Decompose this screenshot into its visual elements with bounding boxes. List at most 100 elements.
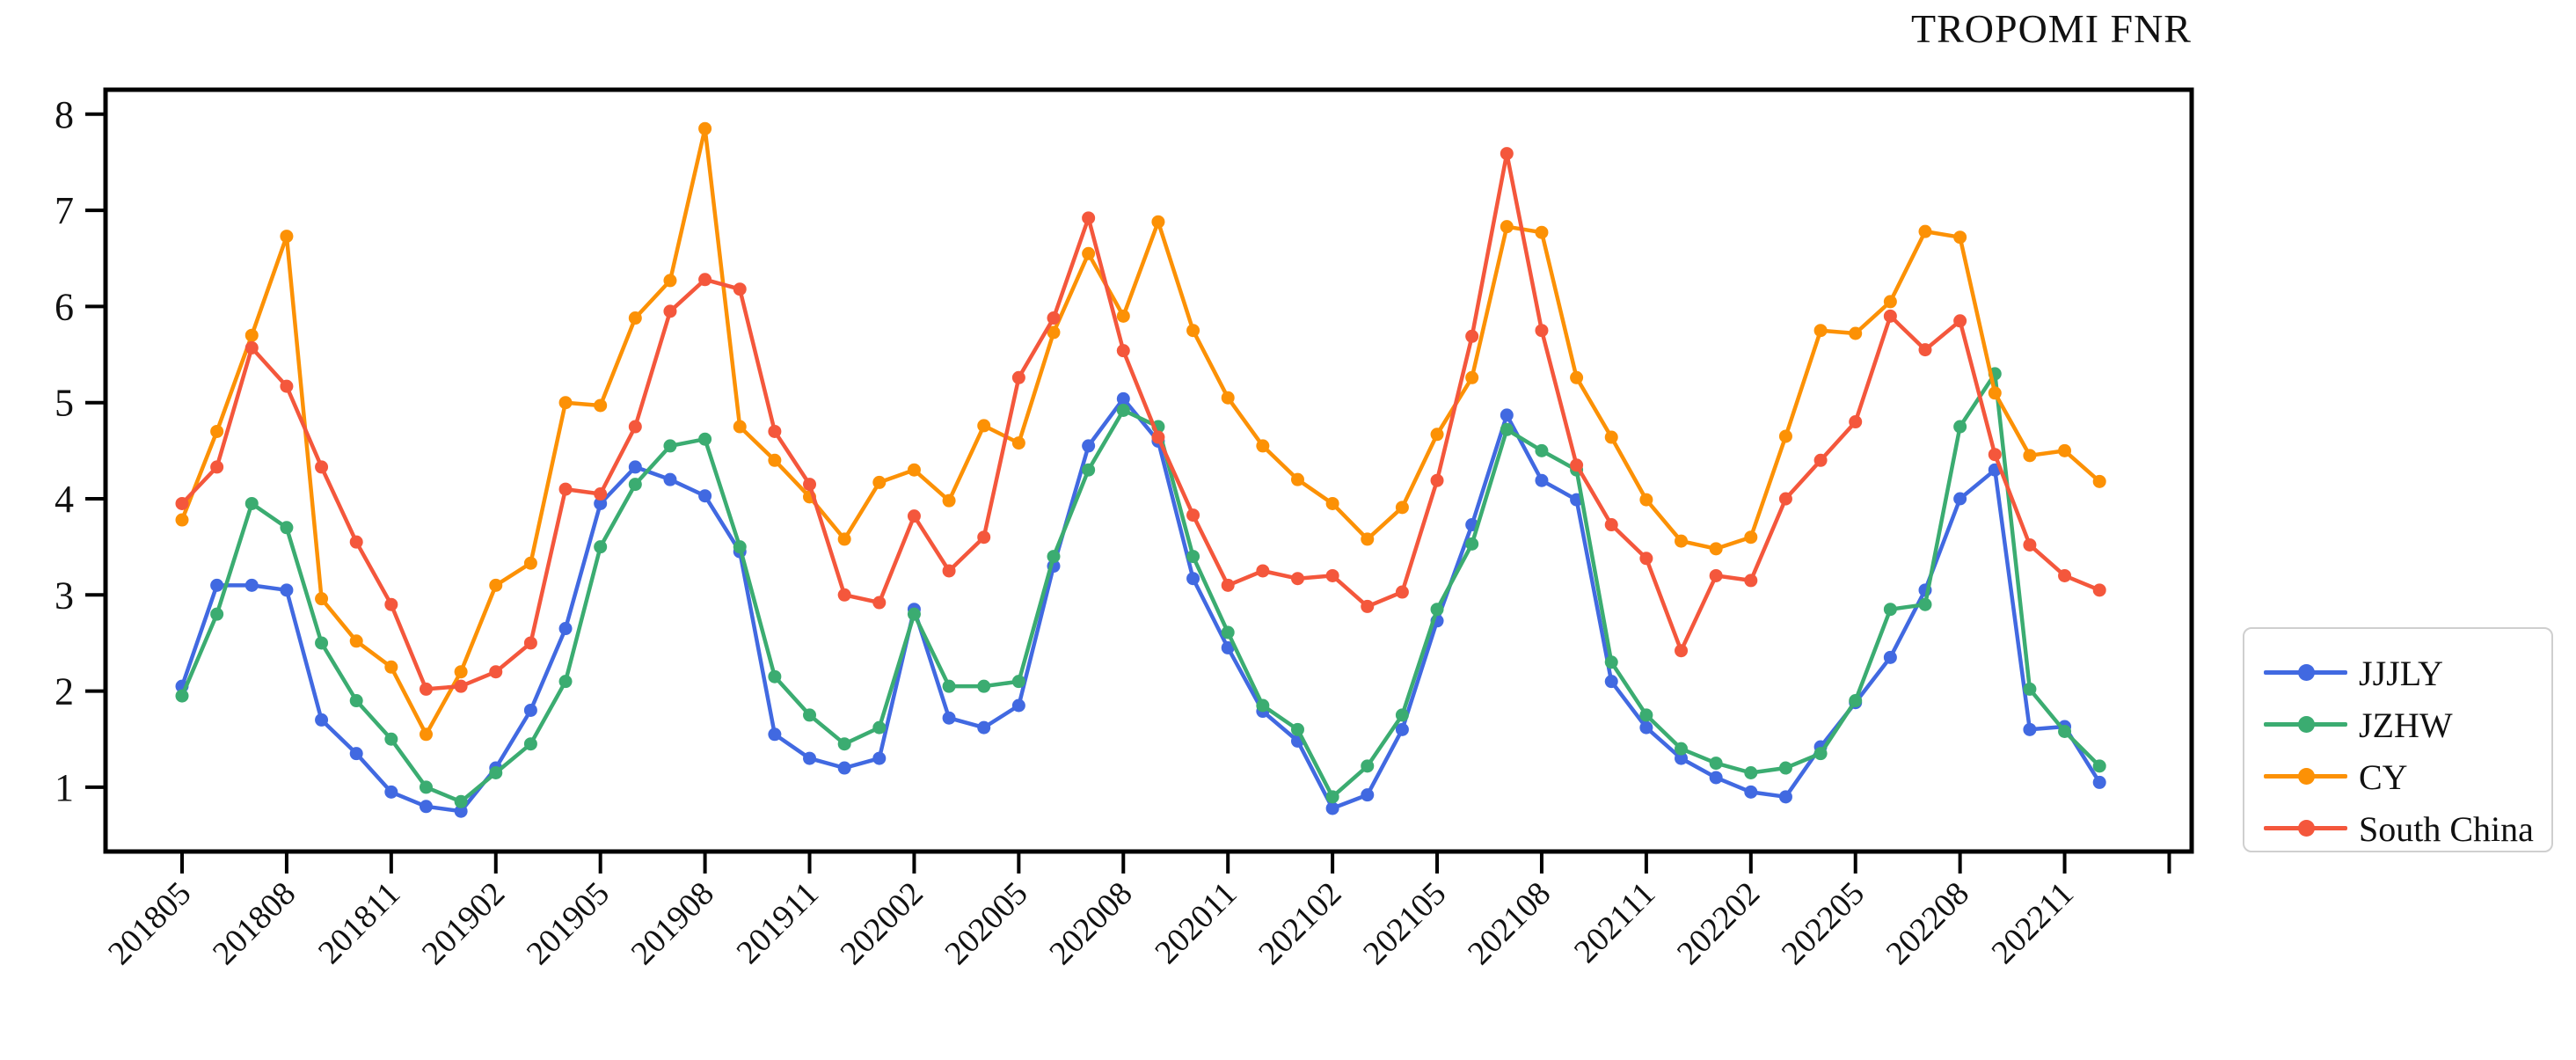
- data-point-marker: [558, 675, 573, 689]
- data-point-marker: [1430, 473, 1444, 487]
- legend: JJJLY JZHW CY South China: [2243, 627, 2553, 852]
- data-point-marker: [942, 493, 956, 508]
- data-point-marker: [1221, 578, 1235, 592]
- data-point-marker: [1639, 552, 1653, 566]
- y-tick-label: 6: [55, 285, 74, 328]
- data-point-marker: [977, 679, 991, 693]
- data-point-marker: [280, 521, 294, 535]
- data-point-marker: [942, 679, 956, 693]
- data-point-marker: [1430, 603, 1444, 617]
- data-point-marker: [349, 747, 363, 761]
- data-point-marker: [1361, 532, 1375, 546]
- data-point-marker: [698, 489, 712, 503]
- data-point-marker: [663, 274, 677, 288]
- data-point-marker: [803, 751, 817, 765]
- data-point-marker: [872, 475, 887, 489]
- data-point-marker: [663, 472, 677, 486]
- data-point-marker: [1361, 759, 1375, 773]
- data-point-marker: [244, 340, 259, 355]
- data-point-marker: [523, 556, 537, 570]
- data-point-marker: [384, 597, 398, 611]
- data-point-marker: [942, 711, 956, 725]
- x-tick-label: 202105: [1356, 875, 1453, 972]
- data-point-marker: [210, 424, 224, 438]
- data-point-marker: [1395, 501, 1409, 515]
- data-point-marker: [768, 453, 782, 467]
- data-point-marker: [1883, 603, 1897, 617]
- data-point-marker: [1325, 496, 1339, 510]
- series-cy: [175, 121, 2106, 742]
- data-point-marker: [1778, 429, 1792, 443]
- data-point-marker: [384, 732, 398, 746]
- data-point-marker: [594, 487, 608, 501]
- data-point-marker: [1709, 771, 1723, 785]
- data-point-marker: [1082, 463, 1096, 477]
- data-point-marker: [349, 535, 363, 549]
- data-point-marker: [1604, 675, 1618, 689]
- x-tick-label: 202002: [833, 875, 930, 972]
- data-point-marker: [907, 607, 921, 621]
- data-point-marker: [733, 420, 747, 434]
- data-point-marker: [1849, 415, 1863, 429]
- data-point-marker: [1535, 225, 1549, 239]
- legend-marker-jzhw-icon: [2298, 716, 2315, 733]
- data-point-marker: [523, 636, 537, 650]
- series-south-china: [175, 147, 2106, 696]
- data-point-marker: [419, 780, 433, 794]
- data-point-marker: [489, 578, 503, 592]
- x-tick-label: 202011: [1148, 875, 1244, 971]
- data-point-marker: [454, 679, 468, 693]
- data-point-marker: [837, 588, 851, 602]
- data-point-marker: [1082, 439, 1096, 453]
- data-point-marker: [1813, 747, 1828, 761]
- x-tick-label: 202111: [1567, 875, 1662, 970]
- data-point-marker: [628, 420, 642, 434]
- data-point-marker: [872, 751, 887, 765]
- data-point-marker: [1535, 473, 1549, 487]
- legend-entry-south-china: South China: [2244, 809, 2551, 849]
- data-point-marker: [1186, 324, 1200, 338]
- data-point-marker: [1639, 708, 1653, 722]
- data-point-marker: [1953, 314, 1967, 328]
- legend-entry-jzhw: JZHW: [2244, 705, 2551, 745]
- data-point-marker: [698, 273, 712, 287]
- legend-label: JJJLY: [2359, 654, 2444, 693]
- data-point-marker: [1675, 751, 1689, 765]
- data-point-marker: [1778, 761, 1792, 775]
- data-point-marker: [384, 660, 398, 674]
- data-point-marker: [1116, 391, 1130, 406]
- data-point-marker: [175, 513, 189, 527]
- data-point-marker: [1918, 597, 1932, 611]
- y-tick-label: 4: [55, 478, 74, 521]
- data-point-marker: [1116, 309, 1130, 323]
- x-tick-label: 202005: [938, 875, 1034, 972]
- data-point-marker: [1744, 574, 1758, 588]
- data-point-marker: [280, 230, 294, 244]
- data-point-marker: [1047, 325, 1061, 340]
- data-point-marker: [594, 540, 608, 554]
- data-point-marker: [1778, 790, 1792, 804]
- data-point-marker: [907, 463, 921, 477]
- data-point-marker: [733, 540, 747, 554]
- x-tick-label: 202108: [1461, 875, 1558, 972]
- data-point-marker: [1604, 518, 1618, 532]
- data-point-marker: [1290, 572, 1304, 586]
- data-point-marker: [1849, 326, 1863, 340]
- data-point-marker: [419, 800, 433, 814]
- data-point-marker: [663, 439, 677, 453]
- data-point-marker: [977, 419, 991, 433]
- y-tick-label: 8: [55, 93, 74, 136]
- data-point-marker: [1813, 453, 1828, 467]
- data-point-marker: [1744, 785, 1758, 799]
- data-point-marker: [1813, 324, 1828, 338]
- data-point-marker: [1883, 295, 1897, 309]
- data-point-marker: [2092, 775, 2106, 789]
- data-point-marker: [977, 720, 991, 735]
- data-point-marker: [489, 665, 503, 679]
- data-point-marker: [1011, 370, 1025, 384]
- data-point-marker: [2092, 583, 2106, 597]
- data-point-marker: [768, 424, 782, 438]
- data-point-marker: [1604, 430, 1618, 444]
- data-point-marker: [315, 636, 329, 650]
